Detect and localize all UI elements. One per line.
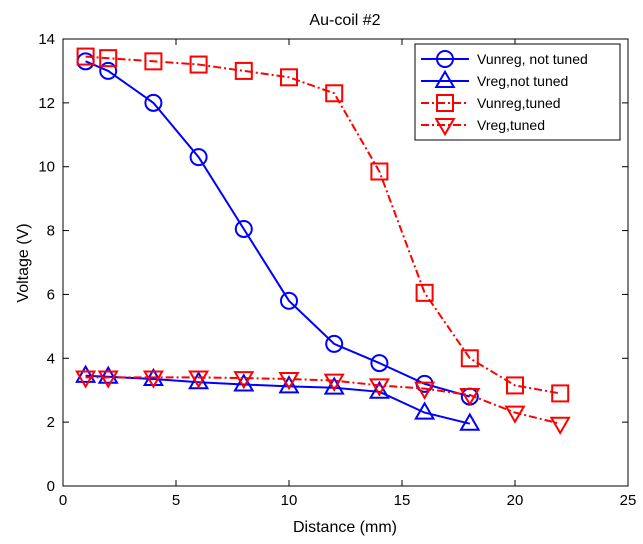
x-tick-label: 15: [394, 492, 411, 509]
legend-label: Vreg,tuned: [477, 117, 545, 133]
legend-label: Vunreg, not tuned: [477, 51, 588, 67]
y-tick-label: 0: [47, 478, 55, 495]
x-tick-label: 5: [172, 492, 180, 509]
legend-label: Vunreg,tuned: [477, 95, 561, 111]
y-axis-title: Voltage (V): [15, 223, 32, 302]
x-axis-title: Distance (mm): [293, 519, 397, 536]
y-tick-label: 6: [47, 286, 55, 303]
y-tick-label: 2: [47, 414, 55, 431]
legend: Vunreg, not tuned Vreg,not tuned Vunreg,tu…: [415, 44, 620, 140]
y-tick-label: 4: [47, 350, 55, 367]
x-tick-label: 10: [281, 492, 298, 509]
legend-label: Vreg,not tuned: [477, 73, 568, 89]
x-tick-label: 20: [507, 492, 524, 509]
y-tick-label: 12: [38, 95, 55, 112]
y-tick-label: 8: [47, 223, 55, 240]
y-tick-label: 10: [38, 159, 55, 176]
y-tick-label: 14: [38, 31, 55, 48]
x-tick-label: 0: [59, 492, 67, 509]
x-tick-label: 25: [620, 492, 637, 509]
chart-title: Au-coil #2: [309, 12, 380, 29]
